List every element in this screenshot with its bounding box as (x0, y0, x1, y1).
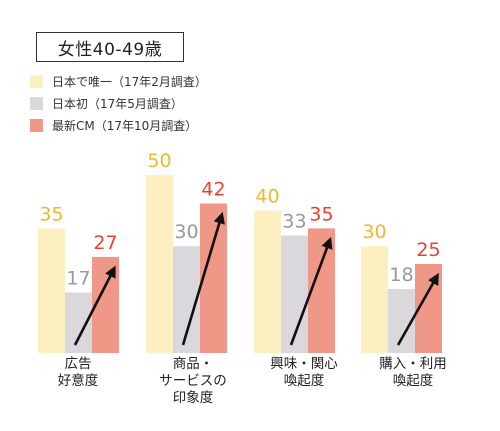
data-label-series-2-cat-1: 17 (66, 267, 90, 289)
category-label-1-line-1: 広告 (65, 356, 92, 372)
data-label-series-3-cat-3: 35 (309, 203, 333, 225)
data-label-series-2-cat-2: 30 (174, 221, 198, 243)
legend-swatch-series-2 (30, 96, 43, 110)
bar-series-1-cat-3 (254, 210, 281, 353)
data-label-series-3-cat-1: 27 (93, 232, 117, 254)
category-label-1-line-2: 好意度 (58, 372, 99, 389)
category-label-2-line-1: 商品・ (173, 356, 214, 372)
data-label-series-1-cat-1: 35 (39, 203, 63, 225)
legend-label-series-2: 日本初（17年5月調査） (52, 96, 183, 111)
category-label-3-line-1: 興味・関心 (270, 356, 338, 372)
data-label-series-1-cat-2: 50 (147, 150, 171, 172)
bar-series-1-cat-4 (361, 246, 388, 353)
data-label-series-1-cat-4: 30 (362, 221, 386, 243)
bar-series-1-cat-1 (38, 228, 65, 353)
category-label-4-line-1: 購入・利用 (379, 356, 447, 372)
trend-arrow-cat-4 (396, 272, 439, 346)
bar-series-1-cat-2 (146, 175, 173, 353)
trend-arrow-cat-1 (73, 265, 116, 346)
trend-arrow-cat-3 (289, 236, 333, 346)
bar-series-2-cat-1 (65, 292, 92, 353)
legend-label-series-1: 日本で唯一（17年2月調査） (52, 74, 207, 89)
legend-swatch-series-1 (30, 74, 43, 88)
chart-title: 女性40-49歳 (36, 32, 184, 62)
trend-arrow-cat-2 (181, 211, 225, 346)
data-label-series-2-cat-3: 33 (282, 211, 306, 233)
category-label-2-line-2: サービスの (159, 373, 227, 389)
bar-series-3-cat-2 (200, 203, 227, 353)
category-label-4-line-2: 喚起度 (393, 373, 434, 389)
data-label-series-2-cat-4: 18 (389, 264, 413, 286)
legend-item-series-2: 日本初（17年5月調査） (30, 95, 183, 111)
legend-item-series-1: 日本で唯一（17年2月調査） (30, 73, 207, 89)
data-label-series-3-cat-4: 25 (416, 239, 440, 261)
legend-label-series-3: 最新CM（17年10月調査） (52, 118, 198, 133)
legend-swatch-series-3 (30, 118, 43, 132)
legend-item-series-3: 最新CM（17年10月調査） (30, 117, 197, 133)
category-label-3-line-2: 喚起度 (284, 373, 325, 389)
data-label-series-3-cat-2: 42 (201, 178, 225, 200)
category-label-2-line-3: 印象度 (173, 390, 214, 406)
data-label-series-1-cat-3: 40 (255, 186, 279, 208)
